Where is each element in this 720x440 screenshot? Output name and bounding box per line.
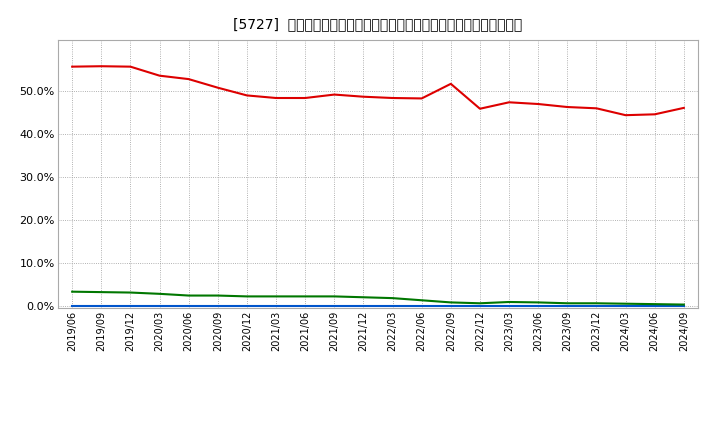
繰延税金資産 <box>68 289 76 294</box>
繰延税金資産 <box>213 293 222 298</box>
のれん <box>97 303 106 308</box>
のれん <box>330 303 338 308</box>
自己資本 <box>97 64 106 69</box>
のれん <box>271 303 280 308</box>
繰延税金資産 <box>359 295 368 300</box>
繰延税金資産 <box>271 294 280 299</box>
自己資本 <box>184 77 193 82</box>
のれん <box>213 303 222 308</box>
自己資本 <box>68 64 76 69</box>
のれん <box>359 303 368 308</box>
繰延税金資産 <box>563 301 572 306</box>
自己資本 <box>126 64 135 69</box>
繰延税金資産 <box>97 290 106 295</box>
繰延税金資産 <box>388 296 397 301</box>
のれん <box>505 303 513 308</box>
自己資本 <box>213 85 222 90</box>
Title: [5727]  自己資本、のれん、繰延税金資産の総資産に対する比率の推移: [5727] 自己資本、のれん、繰延税金資産の総資産に対する比率の推移 <box>233 18 523 32</box>
自己資本 <box>592 106 600 111</box>
のれん <box>592 303 600 308</box>
繰延税金資産 <box>680 302 688 307</box>
繰延税金資産 <box>505 299 513 304</box>
繰延税金資産 <box>592 301 600 306</box>
のれん <box>534 303 543 308</box>
自己資本 <box>476 106 485 111</box>
繰延税金資産 <box>534 300 543 305</box>
自己資本 <box>243 93 251 98</box>
自己資本 <box>418 96 426 101</box>
繰延税金資産 <box>418 297 426 303</box>
のれん <box>243 303 251 308</box>
のれん <box>388 303 397 308</box>
のれん <box>418 303 426 308</box>
自己資本 <box>388 95 397 101</box>
自己資本 <box>330 92 338 97</box>
のれん <box>621 303 630 308</box>
Line: 繰延税金資産: 繰延税金資産 <box>72 292 684 304</box>
自己資本 <box>156 73 164 78</box>
のれん <box>446 303 455 308</box>
のれん <box>68 303 76 308</box>
のれん <box>476 303 485 308</box>
繰延税金資産 <box>126 290 135 295</box>
繰延税金資産 <box>621 301 630 306</box>
のれん <box>650 303 659 308</box>
のれん <box>126 303 135 308</box>
自己資本 <box>271 95 280 101</box>
のれん <box>680 303 688 308</box>
のれん <box>184 303 193 308</box>
繰延税金資産 <box>650 301 659 307</box>
自己資本 <box>563 104 572 110</box>
繰延税金資産 <box>301 294 310 299</box>
自己資本 <box>621 113 630 118</box>
のれん <box>156 303 164 308</box>
自己資本 <box>359 94 368 99</box>
自己資本 <box>446 81 455 87</box>
自己資本 <box>680 105 688 110</box>
自己資本 <box>505 99 513 105</box>
繰延税金資産 <box>330 294 338 299</box>
繰延税金資産 <box>446 300 455 305</box>
繰延税金資産 <box>243 294 251 299</box>
のれん <box>301 303 310 308</box>
自己資本 <box>534 101 543 106</box>
自己資本 <box>301 95 310 101</box>
繰延税金資産 <box>184 293 193 298</box>
繰延税金資産 <box>476 301 485 306</box>
自己資本 <box>650 112 659 117</box>
繰延税金資産 <box>156 291 164 297</box>
Line: 自己資本: 自己資本 <box>72 66 684 115</box>
のれん <box>563 303 572 308</box>
